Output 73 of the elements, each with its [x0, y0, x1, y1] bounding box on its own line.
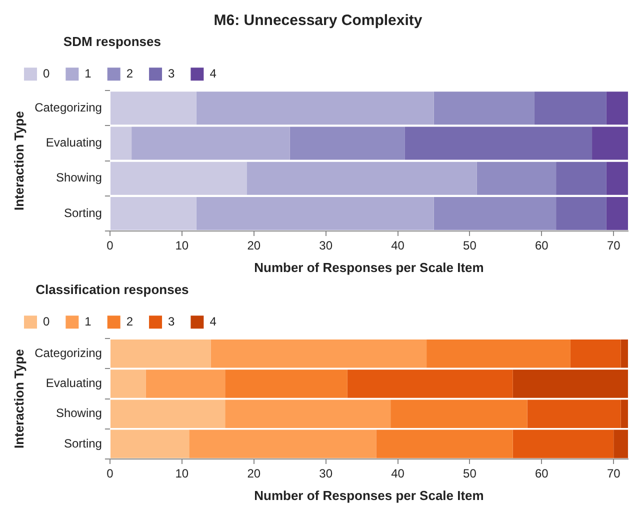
- x-tick-label: 70: [606, 238, 621, 253]
- bar: [476, 162, 556, 195]
- bar: [426, 340, 570, 368]
- y-axis-title: Interaction Type: [11, 349, 26, 449]
- bar: [390, 400, 528, 428]
- bar: [225, 370, 348, 398]
- x-tick-label: 60: [534, 238, 549, 253]
- x-tick-label: 60: [534, 466, 549, 481]
- bar: [512, 430, 614, 458]
- x-axis-title: Number of Responses per Scale Item: [254, 488, 484, 503]
- bar: [189, 430, 376, 458]
- bar: [404, 126, 592, 160]
- bar: [434, 196, 556, 230]
- bar: [606, 196, 628, 230]
- x-tick-label: 40: [391, 466, 405, 481]
- bar: [376, 430, 513, 458]
- bar: [110, 430, 190, 458]
- x-tick-label: 10: [175, 466, 189, 481]
- bar: [556, 162, 606, 195]
- legend-label: 4: [210, 66, 217, 80]
- x-tick-label: 50: [463, 466, 477, 481]
- bar: [592, 126, 628, 160]
- x-tick-label: 10: [175, 238, 189, 253]
- bar: [110, 92, 196, 125]
- x-tick-label: 20: [247, 466, 261, 481]
- x-tick-label: 70: [606, 466, 621, 481]
- legend-title: SDM responses: [63, 34, 161, 50]
- bar: [606, 92, 628, 125]
- bar: [225, 400, 391, 428]
- bar: [534, 92, 606, 125]
- legend-label: 4: [210, 314, 217, 328]
- bar: [132, 126, 290, 160]
- y-tick-label: Sorting: [64, 206, 102, 220]
- legend-label: 0: [43, 314, 50, 328]
- legend-label: 1: [84, 66, 92, 80]
- y-tick-label: Evaluating: [46, 136, 102, 150]
- chart-title: M6: Unnecessary Complexity: [214, 12, 423, 30]
- legend-label: 2: [126, 66, 134, 80]
- legend-label: 1: [84, 314, 92, 328]
- y-tick-label: Sorting: [64, 436, 102, 450]
- bar: [290, 126, 405, 160]
- bar: [110, 126, 132, 160]
- bar: [570, 340, 621, 368]
- bar: [110, 162, 247, 195]
- bar: [196, 196, 434, 230]
- x-tick-label: 30: [319, 238, 333, 253]
- x-tick-label: 0: [106, 238, 114, 253]
- legend-label: 3: [168, 66, 176, 80]
- bar: [434, 92, 534, 125]
- x-axis-title: Number of Responses per Scale Item: [254, 260, 484, 275]
- x-tick-label: 20: [247, 238, 261, 253]
- bar: [196, 92, 434, 125]
- bar: [614, 430, 628, 458]
- y-tick-label: Showing: [56, 170, 102, 185]
- x-tick-label: 0: [106, 466, 114, 481]
- legend-label: 3: [168, 314, 176, 328]
- x-tick-label: 40: [391, 238, 405, 253]
- y-tick-label: Categorizing: [34, 346, 102, 360]
- y-axis-title: Interaction Type: [11, 111, 26, 211]
- legend-title: Classification responses: [36, 282, 189, 298]
- x-tick-label: 50: [463, 238, 477, 253]
- legend-label: 2: [126, 314, 134, 328]
- bar: [347, 370, 513, 398]
- y-tick-label: Evaluating: [46, 376, 102, 390]
- bar: [527, 400, 621, 428]
- legend-label: 0: [43, 66, 50, 80]
- bar: [556, 196, 606, 230]
- y-tick-label: Categorizing: [34, 100, 102, 114]
- x-tick-label: 30: [319, 466, 333, 481]
- bar: [110, 196, 196, 230]
- y-tick-label: Showing: [56, 406, 102, 420]
- bar: [606, 162, 628, 195]
- bar: [246, 162, 477, 195]
